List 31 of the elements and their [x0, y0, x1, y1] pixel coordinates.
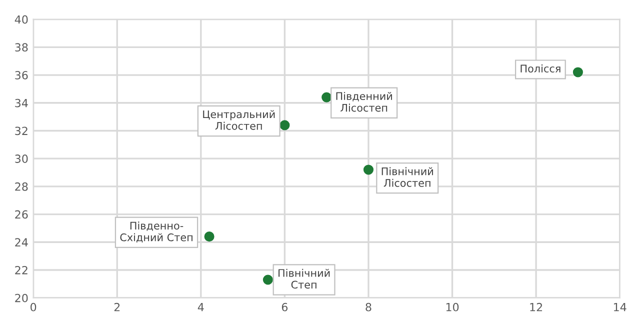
- y-tick-label: 30: [15, 154, 28, 163]
- annotation: Південно- Східний Степ: [120, 222, 192, 243]
- point: [363, 164, 374, 175]
- point: [280, 120, 290, 130]
- y-tick-label: 20: [15, 294, 28, 302]
- y-tick-label: 32: [15, 126, 28, 136]
- x-tick-label: 4: [198, 303, 204, 312]
- y-tick-label: 24: [15, 238, 28, 246]
- y-tick-label: 28: [15, 182, 28, 191]
- x-tick-label: 12: [530, 302, 542, 312]
- x-tick-label: 6: [282, 302, 288, 312]
- y-tick-label: 34: [15, 98, 28, 108]
- x-tick-label: 0: [30, 302, 36, 312]
- y-tick-label: 22: [15, 266, 28, 274]
- annotation: Північний Степ: [278, 268, 330, 289]
- point: [322, 92, 332, 102]
- annotation: Північний Лісостеп: [382, 167, 433, 187]
- annotation: Полісся: [520, 64, 560, 72]
- y-tick-label: 40: [14, 15, 28, 24]
- annotation: Центральний Лісостеп: [203, 110, 275, 130]
- y-tick-label: 26: [15, 210, 28, 219]
- point: [262, 274, 273, 285]
- x-tick-label: 10: [446, 302, 459, 312]
- y-tick-label: 38: [15, 43, 28, 52]
- point: [572, 67, 583, 78]
- annotation: Південний Лісостеп: [336, 92, 392, 112]
- point: [204, 232, 214, 242]
- x-tick-label: 8: [366, 302, 372, 312]
- x-tick-label: 14: [614, 303, 626, 312]
- y-tick-label: 36: [15, 71, 28, 80]
- x-tick-label: 2: [114, 302, 120, 312]
